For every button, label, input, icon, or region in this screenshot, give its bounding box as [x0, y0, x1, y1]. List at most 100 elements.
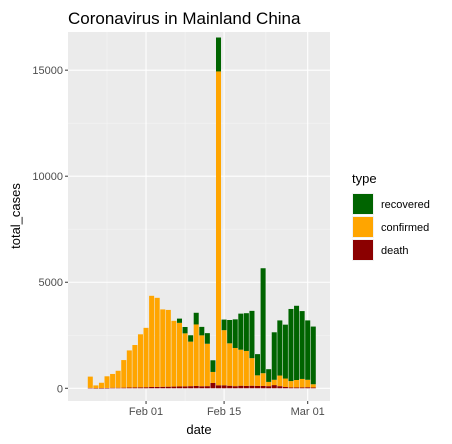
bar-confirmed	[104, 376, 110, 388]
y-axis: 0 5000 10000 15000	[32, 65, 68, 395]
bar-recovered	[305, 320, 311, 380]
bar-death	[160, 386, 166, 389]
legend-swatch-death	[353, 240, 373, 260]
bar-death	[137, 387, 143, 389]
bar-death	[271, 385, 277, 389]
bar-recovered	[255, 354, 261, 376]
bar-confirmed	[210, 371, 216, 383]
bar-death	[243, 385, 249, 389]
bar-recovered	[299, 311, 305, 379]
bar-recovered	[210, 360, 216, 372]
bar-recovered	[271, 332, 277, 380]
bar-confirmed	[266, 381, 272, 387]
bar-death	[210, 382, 216, 389]
bar-death	[299, 387, 305, 389]
bar-confirmed	[87, 376, 93, 388]
bar-recovered	[193, 312, 199, 325]
bar-recovered	[266, 369, 272, 382]
chart-title: Coronavirus in Mainland China	[68, 9, 301, 28]
bar-death	[165, 386, 171, 389]
bar-recovered	[188, 335, 194, 342]
bar-confirmed	[227, 343, 233, 386]
bar-confirmed	[121, 360, 127, 388]
bar-recovered	[182, 326, 188, 334]
bar-recovered	[249, 310, 255, 359]
bar-death	[277, 386, 283, 389]
bar-recovered	[216, 37, 222, 72]
bar-confirmed	[115, 370, 121, 388]
bar-confirmed	[165, 309, 171, 387]
bar-confirmed	[126, 350, 132, 388]
legend-label-confirmed: confirmed	[381, 222, 429, 234]
bar-recovered	[282, 324, 288, 379]
bar-death	[132, 387, 138, 389]
y-tick-label: 0	[57, 383, 63, 395]
x-tick-label: Feb 15	[207, 406, 241, 418]
bar-confirmed	[193, 324, 199, 386]
bar-recovered	[227, 319, 233, 344]
bar-death	[182, 386, 188, 389]
bar-confirmed	[204, 343, 210, 387]
bar-death	[232, 386, 238, 389]
bar-death	[126, 387, 132, 389]
bar-death	[255, 385, 261, 389]
bar-death	[227, 385, 233, 389]
bar-recovered	[288, 308, 294, 382]
bar-confirmed	[160, 309, 166, 387]
x-axis-title: date	[186, 422, 211, 437]
bar-confirmed	[299, 378, 305, 388]
bar-death	[115, 387, 121, 389]
bar-recovered	[221, 319, 227, 331]
bar-death	[288, 387, 294, 389]
bar-recovered	[310, 326, 316, 385]
bar-death	[310, 387, 316, 389]
bar-confirmed	[137, 334, 143, 388]
bar-confirmed	[154, 297, 160, 387]
bar-death	[93, 388, 99, 389]
bar-death	[154, 386, 160, 389]
bar-death	[204, 386, 210, 389]
bar-death	[282, 387, 288, 389]
legend-label-recovered: recovered	[381, 199, 430, 211]
bar-confirmed	[110, 373, 116, 388]
bar-confirmed	[243, 350, 249, 386]
x-tick-label: Feb 01	[129, 406, 163, 418]
bar-recovered	[260, 268, 266, 374]
bar-confirmed	[288, 381, 294, 388]
bar-layer	[87, 37, 316, 389]
bar-death	[193, 385, 199, 389]
bar-confirmed	[249, 358, 255, 386]
bar-recovered	[238, 313, 244, 350]
bar-confirmed	[182, 333, 188, 387]
bar-death	[143, 387, 149, 389]
bar-confirmed	[238, 349, 244, 386]
bar-confirmed	[260, 373, 266, 386]
legend-label-death: death	[381, 245, 409, 257]
bar-confirmed	[149, 295, 155, 387]
bar-recovered	[176, 318, 182, 323]
bar-death	[110, 387, 116, 389]
bar-confirmed	[305, 379, 311, 388]
bar-death	[149, 387, 155, 389]
bar-death	[221, 385, 227, 389]
bar-confirmed	[171, 320, 177, 387]
bar-confirmed	[143, 327, 149, 388]
bar-recovered	[204, 333, 210, 344]
bar-confirmed	[93, 385, 99, 389]
y-tick-label: 15000	[32, 65, 63, 77]
x-tick-label: Mar 01	[291, 406, 325, 418]
bar-death	[260, 385, 266, 389]
bar-confirmed	[282, 378, 288, 387]
bar-death	[266, 386, 272, 389]
bar-recovered	[232, 319, 238, 348]
bar-confirmed	[176, 322, 182, 387]
bar-death	[171, 386, 177, 389]
bar-death	[249, 385, 255, 389]
bar-death	[98, 388, 104, 389]
bar-confirmed	[132, 345, 138, 388]
y-tick-label: 10000	[32, 171, 63, 183]
bar-death	[87, 387, 93, 389]
bar-recovered	[243, 313, 249, 351]
